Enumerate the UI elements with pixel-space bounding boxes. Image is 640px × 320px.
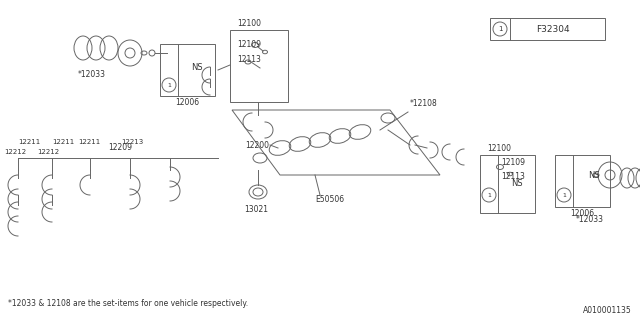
Text: 12211: 12211 — [18, 139, 40, 145]
Text: 12006: 12006 — [175, 98, 199, 107]
Bar — [160, 44, 215, 96]
Text: 12211: 12211 — [52, 139, 74, 145]
Text: *12033: *12033 — [78, 70, 106, 79]
Text: A010001135: A010001135 — [583, 306, 632, 315]
Text: 1: 1 — [167, 83, 171, 87]
Text: 13021: 13021 — [244, 205, 268, 214]
Text: 12211: 12211 — [78, 139, 100, 145]
Bar — [230, 30, 288, 102]
Text: 12113: 12113 — [237, 55, 261, 64]
Text: 12212: 12212 — [4, 149, 26, 155]
Text: NS: NS — [588, 171, 600, 180]
Text: 12100: 12100 — [487, 144, 511, 153]
Text: 12113: 12113 — [501, 172, 525, 181]
Text: 12209: 12209 — [108, 143, 132, 152]
Text: 12109: 12109 — [501, 158, 525, 167]
Text: E50506: E50506 — [315, 195, 344, 204]
Text: 12213: 12213 — [121, 139, 143, 145]
Text: 1: 1 — [498, 26, 502, 32]
Text: 1: 1 — [487, 193, 491, 197]
Bar — [490, 18, 605, 40]
Text: *12033: *12033 — [576, 215, 604, 224]
Text: 12109: 12109 — [237, 40, 261, 49]
Text: *12108: *12108 — [410, 99, 438, 108]
Text: 12200: 12200 — [245, 140, 269, 149]
Text: 12100: 12100 — [237, 19, 261, 28]
Text: 12006: 12006 — [570, 209, 594, 218]
Text: 1: 1 — [562, 193, 566, 197]
Text: *12033 & 12108 are the set-items for one vehicle respectively.: *12033 & 12108 are the set-items for one… — [8, 299, 248, 308]
Text: F32304: F32304 — [536, 25, 570, 34]
Bar — [480, 155, 535, 213]
Bar — [555, 155, 610, 207]
Text: 12212: 12212 — [37, 149, 59, 155]
Text: NS: NS — [511, 179, 523, 188]
Text: NS: NS — [191, 62, 203, 71]
